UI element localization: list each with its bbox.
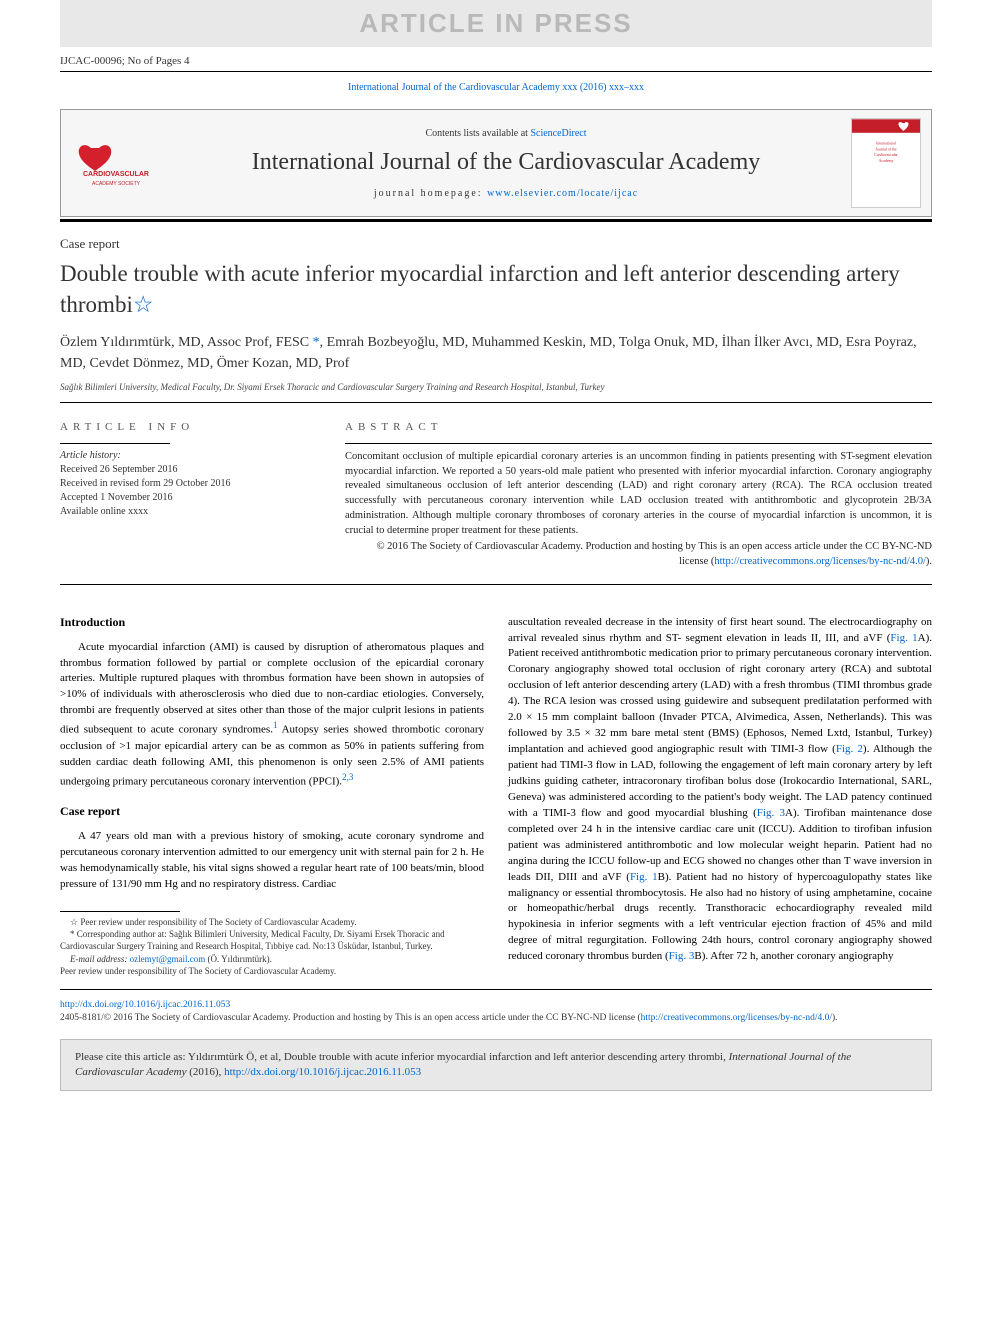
article-type: Case report xyxy=(60,236,932,252)
license-close: ). xyxy=(832,1013,838,1023)
sciencedirect-link[interactable]: ScienceDirect xyxy=(530,128,586,139)
email-link[interactable]: ozlemyt@gmail.com xyxy=(130,954,206,964)
title-text: Double trouble with acute inferior myoca… xyxy=(60,261,900,317)
cc-license-link[interactable]: http://creativecommons.org/licenses/by-n… xyxy=(714,556,926,567)
history-label: Article history: xyxy=(60,450,315,461)
article-in-press-banner: ARTICLE IN PRESS xyxy=(60,0,932,47)
history-accepted: Accepted 1 November 2016 xyxy=(60,491,315,505)
history-revised: Received in revised form 29 October 2016 xyxy=(60,477,315,491)
abstract-column: ABSTRACT Concomitant occlusion of multip… xyxy=(345,421,932,570)
abstract-label: ABSTRACT xyxy=(345,421,932,433)
fig-3b-link[interactable]: Fig. 3 xyxy=(669,950,695,962)
cardiovascular-logo: CARDIOVASCULAR ACADEMY SOCIETY xyxy=(71,136,161,191)
cite-doi-link[interactable]: http://dx.doi.org/10.1016/j.ijcac.2016.1… xyxy=(224,1066,421,1078)
journal-title: International Journal of the Cardiovascu… xyxy=(179,149,833,176)
corresponding-mark: * xyxy=(313,335,320,350)
introduction-paragraph: Acute myocardial infarction (AMI) is cau… xyxy=(60,640,484,791)
watermark-text: ARTICLE IN PRESS xyxy=(359,8,632,38)
svg-text:International: International xyxy=(876,142,896,146)
top-rule xyxy=(60,71,932,72)
footnote-separator xyxy=(60,911,180,912)
introduction-heading: Introduction xyxy=(60,615,484,630)
email-name: (Ö. Yıldırımtürk). xyxy=(205,954,272,964)
copyright-close: ). xyxy=(926,556,932,567)
info-abstract-row: ARTICLE INFO Article history: Received 2… xyxy=(60,421,932,570)
citation-box: Please cite this article as: Yıldırımtür… xyxy=(60,1039,932,1092)
ref-2-3[interactable]: 2,3 xyxy=(342,772,353,782)
article-info-label: ARTICLE INFO xyxy=(60,421,315,433)
article-title: Double trouble with acute inferior myoca… xyxy=(60,258,932,320)
document-id: IJCAC-00096; No of Pages 4 xyxy=(60,55,932,67)
doi-link[interactable]: http://dx.doi.org/10.1016/j.ijcac.2016.1… xyxy=(60,1000,230,1010)
history-received: Received 26 September 2016 xyxy=(60,463,315,477)
authors-text: Özlem Yıldırımtürk, MD, Assoc Prof, FESC… xyxy=(60,335,917,371)
svg-text:Academy: Academy xyxy=(879,159,894,163)
journal-header: CARDIOVASCULAR ACADEMY SOCIETY Contents … xyxy=(60,109,932,217)
case-report-paragraph: A 47 years old man with a previous histo… xyxy=(60,829,484,893)
footnote-email: E-mail address: ozlemyt@gmail.com (Ö. Yı… xyxy=(60,953,484,965)
license-text: 2405-8181/© 2016 The Society of Cardiova… xyxy=(60,1012,932,1025)
abstract-rule xyxy=(345,443,932,444)
case-report-heading: Case report xyxy=(60,804,484,819)
body-columns: Introduction Acute myocardial infarction… xyxy=(60,615,932,977)
affiliation: Sağlık Bilimleri University, Medical Fac… xyxy=(60,382,932,392)
footer-separator xyxy=(60,989,932,990)
title-star-mark: ☆ xyxy=(133,292,154,317)
fig-2-link[interactable]: Fig. 2 xyxy=(836,743,863,755)
journal-cover-thumbnail: International Journal of the Cardiovascu… xyxy=(851,118,921,208)
publisher-logo-cell: CARDIOVASCULAR ACADEMY SOCIETY xyxy=(61,110,171,216)
footnote-star: ☆ Peer review under responsibility of Th… xyxy=(60,916,484,928)
header-bottom-rule xyxy=(60,219,932,222)
contents-prefix: Contents lists available at xyxy=(425,128,530,139)
homepage-link[interactable]: www.elsevier.com/locate/ijcac xyxy=(487,188,638,199)
abstract-copyright: © 2016 The Society of Cardiovascular Aca… xyxy=(345,540,932,569)
logo-text-bottom: ACADEMY SOCIETY xyxy=(92,181,141,187)
license-link[interactable]: http://creativecommons.org/licenses/by-n… xyxy=(641,1013,832,1023)
abstract-bottom-rule xyxy=(60,584,932,585)
fig-3a-link[interactable]: Fig. 3 xyxy=(757,807,785,819)
info-rule xyxy=(60,443,170,444)
abstract-text: Concomitant occlusion of multiple epicar… xyxy=(345,450,932,538)
cite-prefix: Please cite this article as: Yıldırımtür… xyxy=(75,1051,729,1063)
case-continuation: auscultation revealed decrease in the in… xyxy=(508,615,932,966)
homepage-prefix: journal homepage: xyxy=(374,188,487,199)
fig-1a-link[interactable]: Fig. 1 xyxy=(890,632,917,644)
footnote-peer-review: Peer review under responsibility of The … xyxy=(60,965,484,977)
svg-text:Cardiovascular: Cardiovascular xyxy=(874,153,898,157)
contents-line: Contents lists available at ScienceDirec… xyxy=(179,128,833,139)
article-info-column: ARTICLE INFO Article history: Received 2… xyxy=(60,421,315,570)
logo-text-top: CARDIOVASCULAR xyxy=(83,171,149,178)
license-prefix: 2405-8181/© 2016 The Society of Cardiova… xyxy=(60,1013,641,1023)
cite-year: (2016), xyxy=(187,1066,225,1078)
affiliation-rule xyxy=(60,402,932,403)
fig-1b-link[interactable]: Fig. 1 xyxy=(630,871,658,883)
left-column: Introduction Acute myocardial infarction… xyxy=(60,615,484,977)
page-container: IJCAC-00096; No of Pages 4 International… xyxy=(0,55,992,1111)
header-center: Contents lists available at ScienceDirec… xyxy=(171,110,841,216)
homepage-line: journal homepage: www.elsevier.com/locat… xyxy=(179,188,833,199)
cover-thumb-cell: International Journal of the Cardiovascu… xyxy=(841,110,931,216)
authors-line: Özlem Yıldırımtürk, MD, Assoc Prof, FESC… xyxy=(60,332,932,374)
journal-reference[interactable]: International Journal of the Cardiovascu… xyxy=(60,82,932,93)
right-column: auscultation revealed decrease in the in… xyxy=(508,615,932,977)
svg-text:Journal of the: Journal of the xyxy=(875,147,897,151)
history-online: Available online xxxx xyxy=(60,505,315,519)
email-label: E-mail address: xyxy=(70,954,130,964)
footnote-corresponding: * Corresponding author at: Sağlık Biliml… xyxy=(60,928,484,952)
